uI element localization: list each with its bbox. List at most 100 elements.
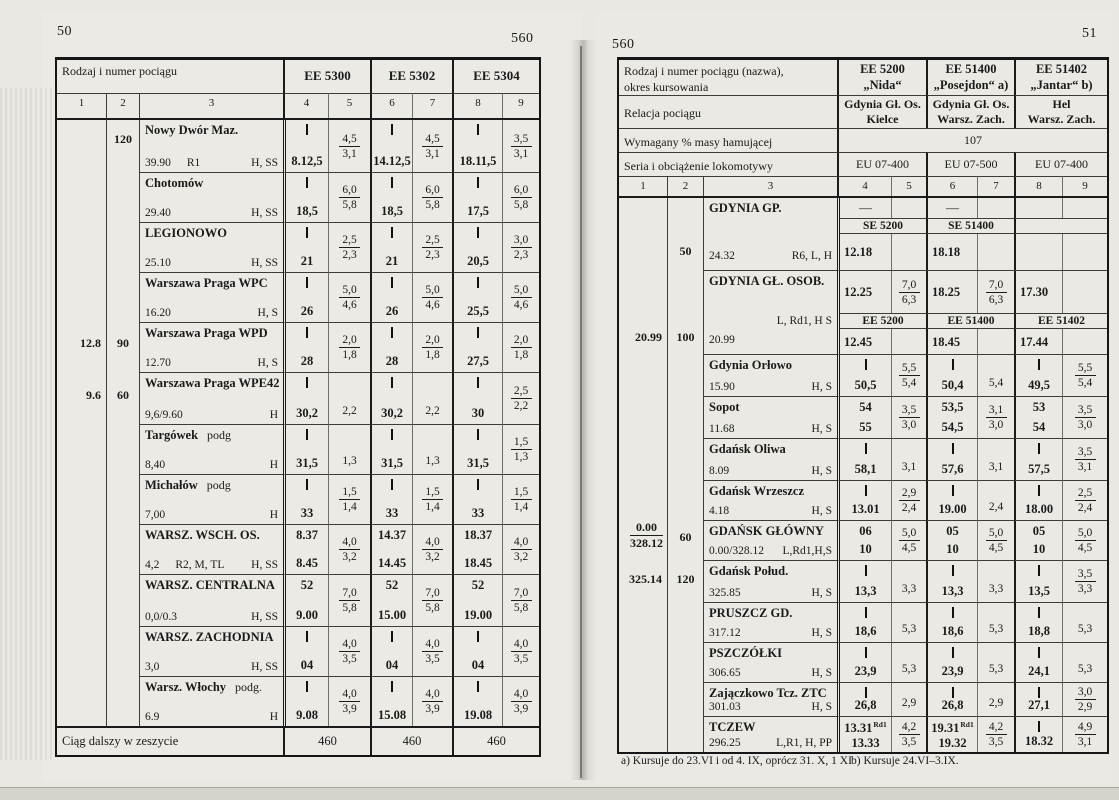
time-value: 17.30 — [1014, 271, 1062, 313]
column-number: 9 — [1062, 176, 1107, 196]
fraction-line — [985, 291, 1007, 293]
station-distance: 24.32 — [709, 250, 735, 262]
station-cell: Gdańsk Wrzeszcz 4.18 H, S — [703, 480, 837, 520]
pass-through-bar — [306, 177, 308, 188]
fraction-top: 4,0 — [342, 688, 357, 700]
arrival-time: 54 — [859, 400, 872, 414]
value-cell: 28 — [283, 322, 328, 372]
value-cell: 2,5 2,2 — [502, 372, 539, 424]
station-cell: LEGIONOWO 25.10 H, SS — [139, 222, 283, 272]
fraction-bottom: 3,1 — [1077, 461, 1093, 473]
value-cell: 2,5 2,3 — [412, 222, 452, 272]
value-cell: 4,2 3,5 — [891, 716, 926, 752]
footnote-marker: Rd1 — [873, 720, 887, 729]
station-subline: 39.90 R1 H, SS — [140, 157, 283, 172]
value-cell: 33 — [283, 474, 328, 524]
station-marks: H, SS — [251, 661, 278, 673]
station-cell: Gdynia Orłowo 15.90 H, S — [703, 354, 837, 396]
train-number-header: EE 5300 — [283, 60, 370, 93]
station-cell: Zajączkowo Tcz. ZTC 301.03 H, S — [703, 682, 837, 716]
pass-through-bar — [951, 565, 954, 576]
travel-time-fraction: 4,0 3,2 — [329, 525, 370, 574]
time-value: 33 — [471, 506, 485, 520]
pass-through-bar — [306, 277, 308, 288]
value-cell: 6,0 5,8 — [502, 172, 539, 222]
time-value: 18.25 — [926, 271, 977, 313]
travel-time-fraction: 4,0 3,5 — [329, 627, 370, 676]
departure-time: 55 — [859, 420, 872, 434]
pass-through-bar — [477, 479, 479, 490]
footnote-b: b) Kursuje 24.VI–3.IX. — [851, 755, 959, 767]
value-cell: 3,1 — [977, 438, 1014, 480]
station-name: Nowy Dwór Maz. — [145, 123, 239, 137]
value-cell: 5,0 4,6 — [412, 272, 452, 322]
value-cell: 1,5 1,3 — [502, 424, 539, 474]
value-cell: 5,3 — [891, 642, 926, 682]
relation-from: Hel — [1052, 97, 1071, 111]
pass-through-bar — [306, 681, 308, 692]
fraction-line — [339, 145, 360, 147]
value-cell: 17,5 — [452, 172, 502, 222]
arrival-time: 53,5 — [941, 400, 964, 414]
travel-time-fraction: 3,5 3,0 — [892, 397, 926, 438]
value-cell: — — [926, 198, 977, 218]
travel-time-fraction: 2,9 2,4 — [892, 481, 926, 520]
value-cell: 23,9 — [837, 642, 891, 682]
station-cell: Gdańsk Oliwa 8.09 H, S — [703, 438, 837, 480]
fraction-line — [339, 499, 360, 500]
value-cell: 6,0 5,8 — [328, 172, 370, 222]
pass-through-bar — [477, 681, 479, 692]
fraction-bottom: 3,5 — [513, 653, 529, 665]
value-cell: 5,0 4,5 — [891, 520, 926, 560]
station-distance: 306.65 — [709, 667, 741, 679]
station-cell: Warszawa Praga WPE42 9,6/9.60 H — [139, 372, 283, 424]
departure-time: 54,5 — [941, 420, 964, 434]
fraction-line — [339, 600, 360, 601]
fraction-top: 7,0 — [901, 278, 917, 291]
time-value: 24,1 — [1028, 664, 1050, 678]
fraction-bottom: 1,4 — [425, 501, 440, 513]
time-value: 13.01 — [851, 502, 880, 516]
fraction-bottom: 3,1 — [425, 147, 440, 160]
column-number: 1 — [619, 176, 667, 196]
station-marks: H, S — [811, 505, 832, 517]
station-type-suffix: podg. — [235, 680, 263, 694]
speed-value: 90 — [117, 336, 129, 350]
fraction-bottom: 2,3 — [513, 249, 529, 261]
departure-time: 13.33 — [851, 736, 880, 751]
departure-time: 15.00 — [377, 608, 407, 622]
fraction-bottom: 3,0 — [1077, 419, 1093, 431]
value-cell: 4,0 3,5 — [502, 626, 539, 676]
relation-from: Gdynia Gł. Os. — [844, 97, 921, 111]
fraction-top: 5,0 — [1077, 527, 1093, 539]
arrival-time: 06 — [859, 524, 872, 538]
travel-time-value: 5,4 — [988, 377, 1004, 389]
left-page-paper — [42, 12, 582, 782]
station-name: GDYNIA GP. — [709, 201, 782, 215]
value-cell: 2,4 — [977, 480, 1014, 520]
value-cell: 53 54 — [1014, 396, 1062, 438]
time-value: 13,5 — [1028, 584, 1050, 598]
fraction-top: 4,0 — [425, 688, 440, 700]
arrival-time: 05 — [1032, 524, 1046, 538]
fraction-line — [1074, 375, 1096, 376]
station-distance: 325.85 — [709, 587, 741, 599]
value-cell: 49,5 — [1014, 354, 1062, 396]
station-name: LEGIONOWO — [145, 226, 227, 240]
time-value: 49,5 — [1028, 378, 1050, 392]
train-number-header: EE 5302 — [370, 60, 452, 93]
fraction-line — [898, 540, 920, 541]
value-cell: 15.08 — [370, 676, 412, 726]
fraction-bottom: 2,3 — [342, 249, 357, 261]
fraction-bottom: 1,4 — [342, 501, 357, 513]
station-subline: 29.40 H, SS — [140, 207, 283, 222]
fraction-top: 1,5 — [342, 486, 357, 498]
station-distance: 9,6/9.60 — [145, 409, 183, 421]
fraction-top: 3,0 — [1077, 686, 1093, 698]
travel-time-value: 1,3 — [425, 455, 440, 467]
travel-time-fraction: 4,0 3,9 — [503, 677, 539, 726]
fraction-bottom: 5,8 — [342, 199, 357, 211]
station-marks: H, S — [811, 465, 832, 477]
fraction-line — [510, 145, 532, 147]
speed-column: 50 100 60 120 — [667, 198, 703, 752]
